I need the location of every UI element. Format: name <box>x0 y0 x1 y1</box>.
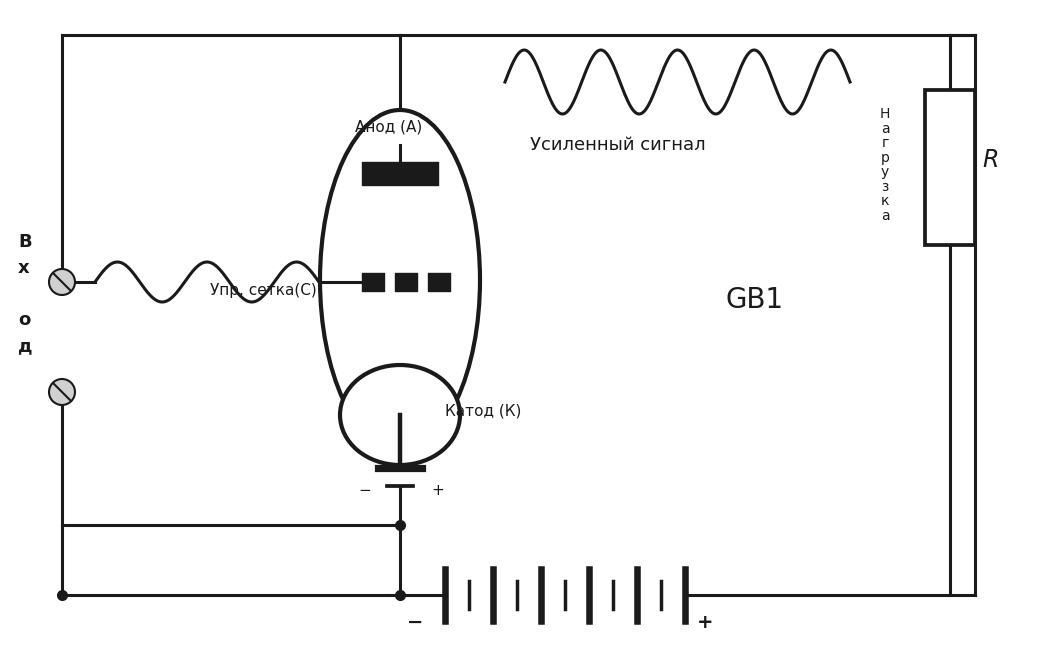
Text: Усиленный сигнал: Усиленный сигнал <box>530 136 706 154</box>
Ellipse shape <box>320 110 480 450</box>
Text: Упр. сетка(С): Упр. сетка(С) <box>210 283 317 298</box>
Text: д: д <box>18 337 33 355</box>
Text: х: х <box>18 259 30 277</box>
Text: +: + <box>432 483 444 498</box>
Circle shape <box>49 269 75 295</box>
Text: В: В <box>18 233 32 251</box>
Text: +: + <box>696 613 713 632</box>
Text: −: − <box>407 613 423 632</box>
Text: −: − <box>358 483 371 498</box>
Text: Катод (К): Катод (К) <box>445 403 521 418</box>
Text: R: R <box>982 148 998 172</box>
Circle shape <box>49 379 75 405</box>
Text: GB1: GB1 <box>726 286 784 314</box>
Ellipse shape <box>340 365 460 465</box>
Text: Н
а
г
р
у
з
к
а: Н а г р у з к а <box>880 107 890 223</box>
Bar <box>925 90 975 245</box>
Text: о: о <box>18 311 30 329</box>
Text: Анод (А): Анод (А) <box>355 120 422 135</box>
